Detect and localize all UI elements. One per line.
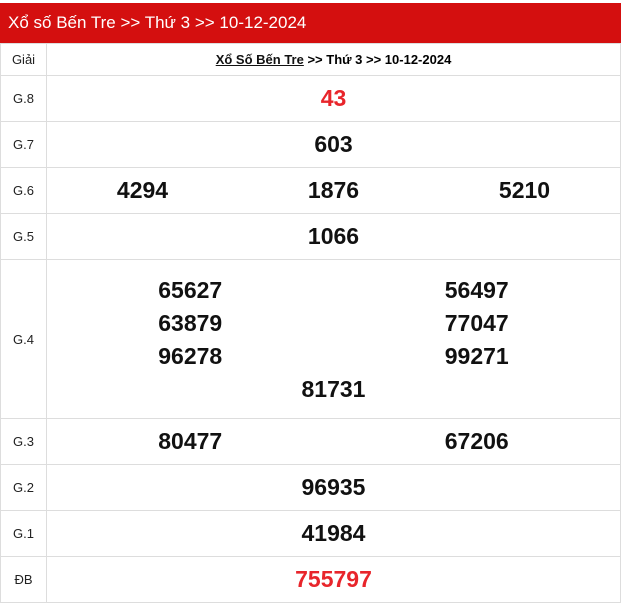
table-row: G.6 4294 1876 5210 — [0, 167, 621, 214]
prize-number: 80477 — [158, 428, 223, 454]
table-row: G.3 80477 67206 — [0, 418, 621, 465]
prize-label: G.8 — [0, 75, 47, 122]
prize-label: ĐB — [0, 556, 47, 603]
table-row: G.1 41984 — [0, 510, 621, 557]
results-table: Giải Xổ Số Bến Tre >> Thứ 3 >> 10-12-202… — [0, 43, 621, 603]
prize-label: G.7 — [0, 121, 47, 168]
caption-date: >> Thứ 3 >> 10-12-2024 — [303, 52, 452, 67]
prize-number: 43 — [320, 85, 347, 111]
prize-number: 56497 — [444, 277, 509, 303]
prize-label: G.3 — [0, 418, 47, 465]
results-panel: Xổ số Bến Tre >> Thứ 3 >> 10-12-2024 Giả… — [0, 3, 621, 603]
prize-label: G.1 — [0, 510, 47, 557]
prize-number: 1066 — [307, 223, 360, 249]
prize-number: 77047 — [444, 310, 509, 336]
table-caption: Xổ Số Bến Tre >> Thứ 3 >> 10-12-2024 — [46, 43, 621, 76]
column-header-prize: Giải — [0, 43, 47, 76]
prize-number: 1876 — [307, 177, 360, 203]
prize-label: G.2 — [0, 464, 47, 511]
prize-number: 4294 — [116, 177, 169, 203]
prize-number: 96935 — [301, 474, 366, 500]
table-row: G.2 96935 — [0, 464, 621, 511]
prize-number: 5210 — [498, 177, 551, 203]
table-header-row: Giải Xổ Số Bến Tre >> Thứ 3 >> 10-12-202… — [0, 43, 621, 76]
table-row: G.5 1066 — [0, 213, 621, 260]
prize-number: 96278 — [158, 343, 223, 369]
prize-number: 99271 — [444, 343, 509, 369]
prize-number: 41984 — [301, 520, 366, 546]
prize-number: 63879 — [158, 310, 223, 336]
prize-label: G.4 — [0, 259, 47, 419]
prize-number: 65627 — [158, 277, 223, 303]
table-row: ĐB 755797 — [0, 556, 621, 603]
prize-label: G.5 — [0, 213, 47, 260]
table-row: G.7 603 — [0, 121, 621, 168]
special-prize-number: 755797 — [295, 566, 372, 592]
prize-number: 603 — [314, 131, 353, 157]
table-row: G.4 65627 56497 63879 77047 96278 99271 … — [0, 259, 621, 419]
table-row: G.8 43 — [0, 75, 621, 122]
prize-label: G.6 — [0, 167, 47, 214]
prize-number: 67206 — [444, 428, 509, 454]
prize-number: 81731 — [301, 376, 366, 402]
panel-title: Xổ số Bến Tre >> Thứ 3 >> 10-12-2024 — [0, 3, 621, 43]
province-link[interactable]: Xổ Số Bến Tre — [215, 52, 304, 67]
